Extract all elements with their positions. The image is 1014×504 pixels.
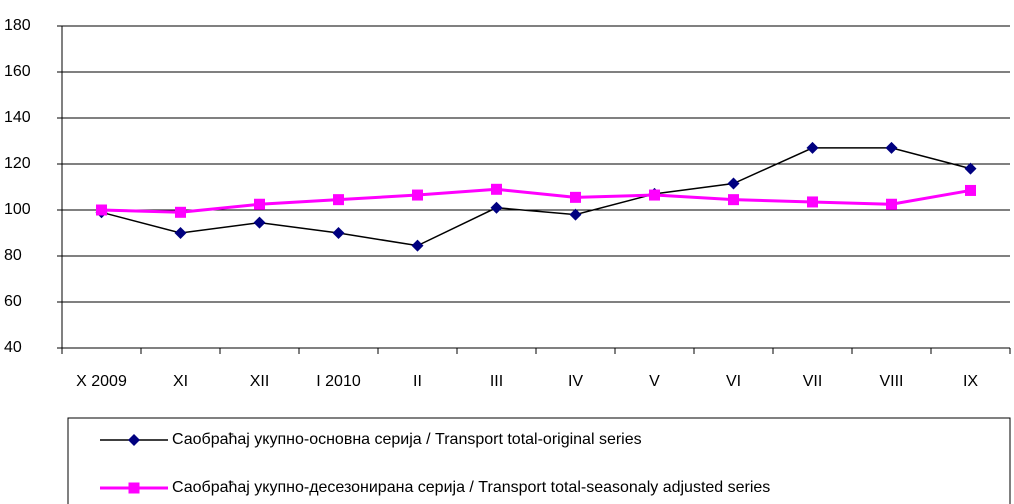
point — [333, 194, 344, 206]
x-tick-label: VI — [726, 373, 741, 390]
point — [728, 194, 739, 206]
x-tick-label: X 2009 — [76, 373, 127, 390]
x-tick-label: V — [649, 373, 660, 390]
point — [886, 198, 897, 210]
legend-marker — [128, 434, 140, 446]
x-tick-label: III — [490, 373, 503, 390]
point — [490, 201, 503, 214]
y-tick-label: 120 — [4, 155, 31, 172]
x-tick-label: VIII — [879, 373, 903, 390]
point — [175, 206, 186, 218]
y-tick-label: 80 — [4, 247, 22, 264]
series-line — [101, 147, 971, 247]
y-tick-label: 60 — [4, 293, 22, 310]
point — [412, 189, 423, 201]
x-tick-label: I 2010 — [316, 373, 361, 390]
point — [727, 177, 740, 190]
point — [332, 227, 345, 239]
point — [807, 196, 818, 208]
point — [885, 141, 898, 154]
y-tick-label: 40 — [4, 339, 22, 356]
point — [253, 216, 266, 229]
series-line — [101, 187, 971, 214]
legend-label: Саобраћај укупно-десезонирана серија / T… — [172, 479, 770, 496]
point — [569, 208, 582, 221]
point — [254, 198, 265, 210]
x-tick-label: XI — [173, 373, 188, 390]
y-tick-label: 100 — [4, 201, 31, 218]
legend-label: Саобраћај укупно-основна серија / Transp… — [172, 431, 642, 448]
x-tick-label: XII — [250, 373, 270, 390]
point — [806, 141, 819, 154]
point — [174, 227, 187, 239]
x-tick-label: II — [413, 373, 422, 390]
point — [491, 183, 502, 195]
point — [96, 204, 107, 216]
point — [649, 189, 660, 201]
point — [965, 184, 976, 196]
y-tick-label: 160 — [4, 63, 31, 80]
legend-marker — [128, 482, 140, 494]
x-tick-label: VII — [803, 373, 823, 390]
x-tick-label: IX — [963, 373, 978, 390]
legend-box — [67, 417, 1011, 504]
y-tick-label: 140 — [4, 109, 31, 126]
point — [570, 191, 581, 203]
point — [411, 239, 424, 252]
y-tick-label: 180 — [4, 17, 31, 34]
x-tick-label: IV — [568, 373, 583, 390]
point — [964, 162, 977, 175]
